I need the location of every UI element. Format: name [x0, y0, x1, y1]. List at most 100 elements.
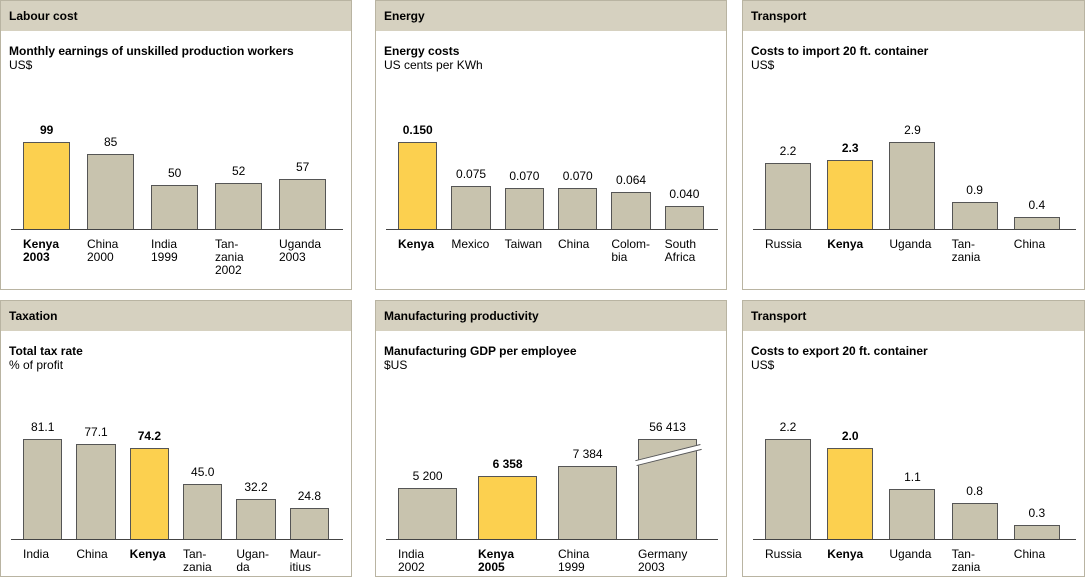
x-tick-label: India [23, 547, 50, 561]
x-tick-label: Colom- bia [611, 237, 650, 264]
value-label: 52 [231, 164, 246, 179]
chart-subtitle: % of profit [9, 358, 64, 372]
value-label: 56 413 [649, 420, 686, 434]
chart-subtitle: US$ [751, 58, 775, 72]
value-label: 5 200 [412, 468, 443, 483]
x-tick-label: Russia [765, 547, 802, 561]
value-label: 74.2 [137, 428, 162, 443]
bar [478, 476, 538, 539]
chart-subtitle: US$ [9, 58, 33, 72]
value-label: 7 384 [572, 447, 603, 461]
baseline [11, 539, 343, 540]
value-label: 99 [39, 123, 54, 137]
value-label: 0.4 [1028, 198, 1046, 212]
bar [398, 487, 458, 539]
baseline [11, 229, 343, 230]
chart-title: Energy costs US cents per KWh [384, 44, 704, 72]
x-tick-label: India 1999 [151, 237, 178, 264]
chart-title-text: Costs to export 20 ft. container [751, 344, 928, 358]
x-tick-label: China 1999 [558, 547, 590, 574]
x-tick-label: Tan- zania 2002 [215, 237, 244, 277]
value-label: 45.0 [191, 464, 215, 479]
value-label: 81.1 [31, 420, 55, 434]
chart-panel: Taxation Total tax rate% of profit 81.1 Ind… [0, 300, 352, 577]
panel-header: Labour cost [1, 1, 351, 31]
value-label: 57 [295, 159, 310, 174]
bar [23, 439, 63, 539]
x-tick-label: Ugan- da [236, 547, 270, 574]
axis-break [635, 443, 702, 467]
x-tick-label: Kenya 2005 [478, 547, 515, 574]
value-label: 2.3 [841, 141, 859, 155]
x-tick-label: Taiwan [504, 237, 543, 251]
value-label: 85 [103, 135, 118, 150]
x-tick-label: India 2002 [398, 547, 425, 574]
value-label: 2.2 [779, 420, 797, 434]
x-tick-label: China [1013, 237, 1046, 251]
bar [76, 443, 116, 539]
bar [279, 178, 327, 229]
chart-title: Manufacturing GDP per employee $US [384, 344, 704, 372]
x-tick-label: Mexico [451, 237, 490, 251]
bar [289, 508, 330, 539]
x-tick-label: Kenya 2003 [23, 237, 60, 264]
chart-subtitle: $US [384, 358, 408, 372]
x-tick-label: China [558, 237, 590, 251]
chart-title: Costs to export 20 ft. container US$ [751, 344, 1071, 372]
bar [87, 154, 135, 229]
value-label: 6 358 [492, 457, 523, 472]
x-tick-label: China [1013, 547, 1046, 561]
value-label: 0.040 [669, 186, 700, 201]
x-tick-label: Kenya [398, 237, 435, 251]
baseline [386, 229, 718, 230]
value-label: 0.075 [456, 166, 487, 181]
x-tick-label: Uganda [889, 237, 932, 251]
value-label: 2.2 [779, 144, 797, 158]
chart-subtitle: US$ [751, 358, 775, 372]
bar [827, 448, 874, 539]
value-label: 0.9 [966, 183, 983, 197]
panel-header: Manufacturing productivity [376, 301, 726, 331]
x-tick-label: China 2000 [87, 237, 119, 264]
bar [451, 185, 491, 229]
panel-header: Taxation [1, 301, 351, 331]
chart-title-text: Total tax rate [9, 344, 83, 358]
bar [664, 205, 705, 229]
bar [504, 188, 545, 229]
chart-panel: Energy Energy costs US cents per KWh 0.150 K… [375, 0, 727, 290]
value-label: 0.070 [562, 169, 593, 184]
chart-panel: Manufacturing productivity Manufacturing … [375, 300, 727, 577]
value-label: 2.9 [904, 123, 921, 137]
bar [23, 142, 71, 229]
x-tick-label: Uganda [889, 547, 932, 561]
value-label: 0.150 [402, 123, 433, 137]
panel-header: Transport [743, 1, 1084, 31]
bar [635, 439, 702, 539]
x-tick-label: Tan- zania [951, 237, 981, 264]
x-tick-label: Tan- zania [183, 547, 212, 574]
bar [558, 466, 618, 539]
bar [236, 499, 276, 539]
bar [765, 439, 812, 539]
x-tick-label: South Africa [664, 237, 697, 264]
baseline [386, 539, 718, 540]
x-tick-label: Tan- zania [951, 547, 981, 574]
x-tick-label: Kenya [827, 237, 864, 251]
bar [889, 142, 936, 229]
bar [1013, 217, 1060, 229]
chart-title-text: Costs to import 20 ft. container [751, 44, 929, 58]
x-tick-label: Kenya [827, 547, 864, 561]
x-tick-label: Maur- itius [289, 547, 321, 574]
x-tick-label: Uganda 2003 [279, 237, 322, 264]
value-label: 2.0 [841, 429, 859, 444]
panel-header: Transport [743, 301, 1084, 331]
bar [215, 183, 263, 229]
chart-title: Total tax rate% of profit [9, 344, 329, 372]
x-tick-label: China [76, 547, 108, 561]
chart-subtitle: US cents per KWh [384, 58, 483, 72]
bar [765, 163, 812, 229]
bar [129, 447, 170, 539]
bar [1013, 525, 1060, 539]
baseline [753, 539, 1076, 540]
